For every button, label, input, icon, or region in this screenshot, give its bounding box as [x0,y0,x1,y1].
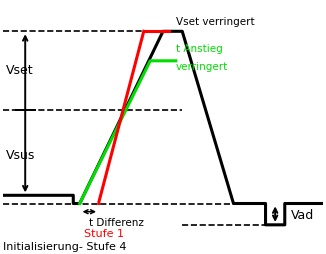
Text: Vset: Vset [6,63,34,76]
Text: Vset verringert: Vset verringert [176,17,254,27]
Text: Stufe 1: Stufe 1 [84,228,124,238]
Text: verringert: verringert [176,61,228,71]
Text: Vsus: Vsus [6,148,35,161]
Text: t Anstieg: t Anstieg [176,43,223,53]
Text: Initialisierung- Stufe 4: Initialisierung- Stufe 4 [3,241,126,251]
Text: Vad: Vad [291,208,315,221]
Text: t Differenz: t Differenz [89,217,144,227]
